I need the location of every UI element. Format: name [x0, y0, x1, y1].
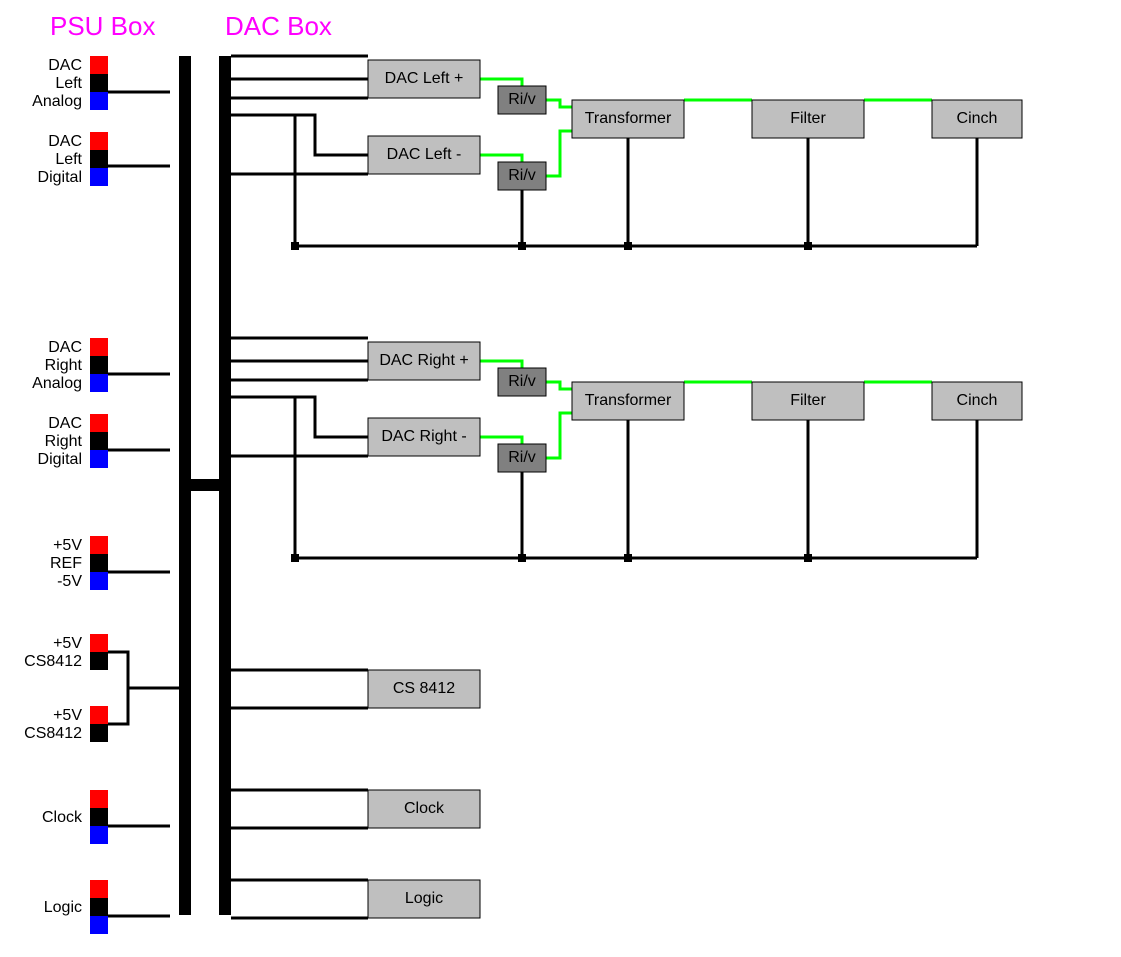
- psu-conn-dac-left-digital: [90, 132, 108, 186]
- svg-text:DAC: DAC: [48, 339, 82, 356]
- svg-text:-5V: -5V: [57, 573, 82, 590]
- svg-text:DAC Right +: DAC Right +: [379, 352, 468, 369]
- svg-text:Filter: Filter: [790, 392, 826, 409]
- psu-conn-cs8412-a: [90, 634, 108, 670]
- block-filter-l: Filter: [752, 100, 864, 138]
- junction-node: [624, 554, 632, 562]
- svg-text:Left: Left: [55, 151, 82, 168]
- psu-conn-dac-left-analog: [90, 56, 108, 110]
- block-dac-right-plus: DAC Right +: [368, 342, 480, 380]
- block-riv-l2: Ri/v: [498, 162, 546, 190]
- block-riv-l1: Ri/v: [498, 86, 546, 114]
- svg-text:Right: Right: [45, 357, 83, 374]
- block-filter-r: Filter: [752, 382, 864, 420]
- block-cs8412: CS 8412: [368, 670, 480, 708]
- svg-text:Digital: Digital: [38, 169, 82, 186]
- psu-conn-dac-right-digital: [90, 414, 108, 468]
- psu-conn-dac-right-analog: [90, 338, 108, 392]
- psu-conn-cs8412-b: [90, 706, 108, 742]
- svg-text:REF: REF: [50, 555, 82, 572]
- block-cinch-r: Cinch: [932, 382, 1022, 420]
- junction-node: [624, 242, 632, 250]
- svg-text:Ri/v: Ri/v: [508, 91, 536, 108]
- svg-text:DAC Right -: DAC Right -: [381, 428, 466, 445]
- svg-text:+5V: +5V: [53, 537, 82, 554]
- svg-text:Logic: Logic: [44, 899, 82, 916]
- svg-text:Cinch: Cinch: [957, 392, 998, 409]
- dac-title: DAC Box: [225, 11, 332, 41]
- junction-node: [291, 554, 299, 562]
- svg-text:+5V: +5V: [53, 635, 82, 652]
- block-xfmr-r: Transformer: [572, 382, 684, 420]
- block-cinch-l: Cinch: [932, 100, 1022, 138]
- svg-text:DAC: DAC: [48, 57, 82, 74]
- svg-text:Ri/v: Ri/v: [508, 167, 536, 184]
- svg-text:Ri/v: Ri/v: [508, 373, 536, 390]
- junction-node: [804, 554, 812, 562]
- svg-text:Left: Left: [55, 75, 82, 92]
- svg-text:DAC Left +: DAC Left +: [385, 70, 464, 87]
- svg-text:Clock: Clock: [42, 809, 83, 826]
- junction-node: [518, 554, 526, 562]
- svg-text:Ri/v: Ri/v: [508, 449, 536, 466]
- svg-text:Filter: Filter: [790, 110, 826, 127]
- svg-text:CS8412: CS8412: [24, 653, 82, 670]
- block-clock-blk: Clock: [368, 790, 480, 828]
- psu-conn-ref: [90, 536, 108, 590]
- psu-conn-clock: [90, 790, 108, 844]
- block-dac-right-minus: DAC Right -: [368, 418, 480, 456]
- junction-node: [804, 242, 812, 250]
- junction-node: [518, 242, 526, 250]
- svg-text:Analog: Analog: [32, 375, 82, 392]
- block-dac-left-plus: DAC Left +: [368, 60, 480, 98]
- block-riv-r2: Ri/v: [498, 444, 546, 472]
- svg-text:DAC: DAC: [48, 415, 82, 432]
- svg-text:Right: Right: [45, 433, 83, 450]
- svg-text:DAC Left -: DAC Left -: [387, 146, 462, 163]
- svg-text:Digital: Digital: [38, 451, 82, 468]
- svg-text:CS 8412: CS 8412: [393, 680, 455, 697]
- block-dac-left-minus: DAC Left -: [368, 136, 480, 174]
- block-xfmr-l: Transformer: [572, 100, 684, 138]
- psu-conn-logic: [90, 880, 108, 934]
- psu-title: PSU Box: [50, 11, 156, 41]
- svg-text:Analog: Analog: [32, 93, 82, 110]
- block-diagram: PSU BoxDAC BoxDACLeftAnalogDACLeftDigita…: [0, 0, 1121, 957]
- svg-text:+5V: +5V: [53, 707, 82, 724]
- svg-text:CS8412: CS8412: [24, 725, 82, 742]
- svg-text:DAC: DAC: [48, 133, 82, 150]
- svg-text:Logic: Logic: [405, 890, 443, 907]
- block-logic-blk: Logic: [368, 880, 480, 918]
- svg-text:Transformer: Transformer: [585, 110, 672, 127]
- svg-text:Clock: Clock: [404, 800, 445, 817]
- svg-text:Cinch: Cinch: [957, 110, 998, 127]
- junction-node: [291, 242, 299, 250]
- block-riv-r1: Ri/v: [498, 368, 546, 396]
- svg-text:Transformer: Transformer: [585, 392, 672, 409]
